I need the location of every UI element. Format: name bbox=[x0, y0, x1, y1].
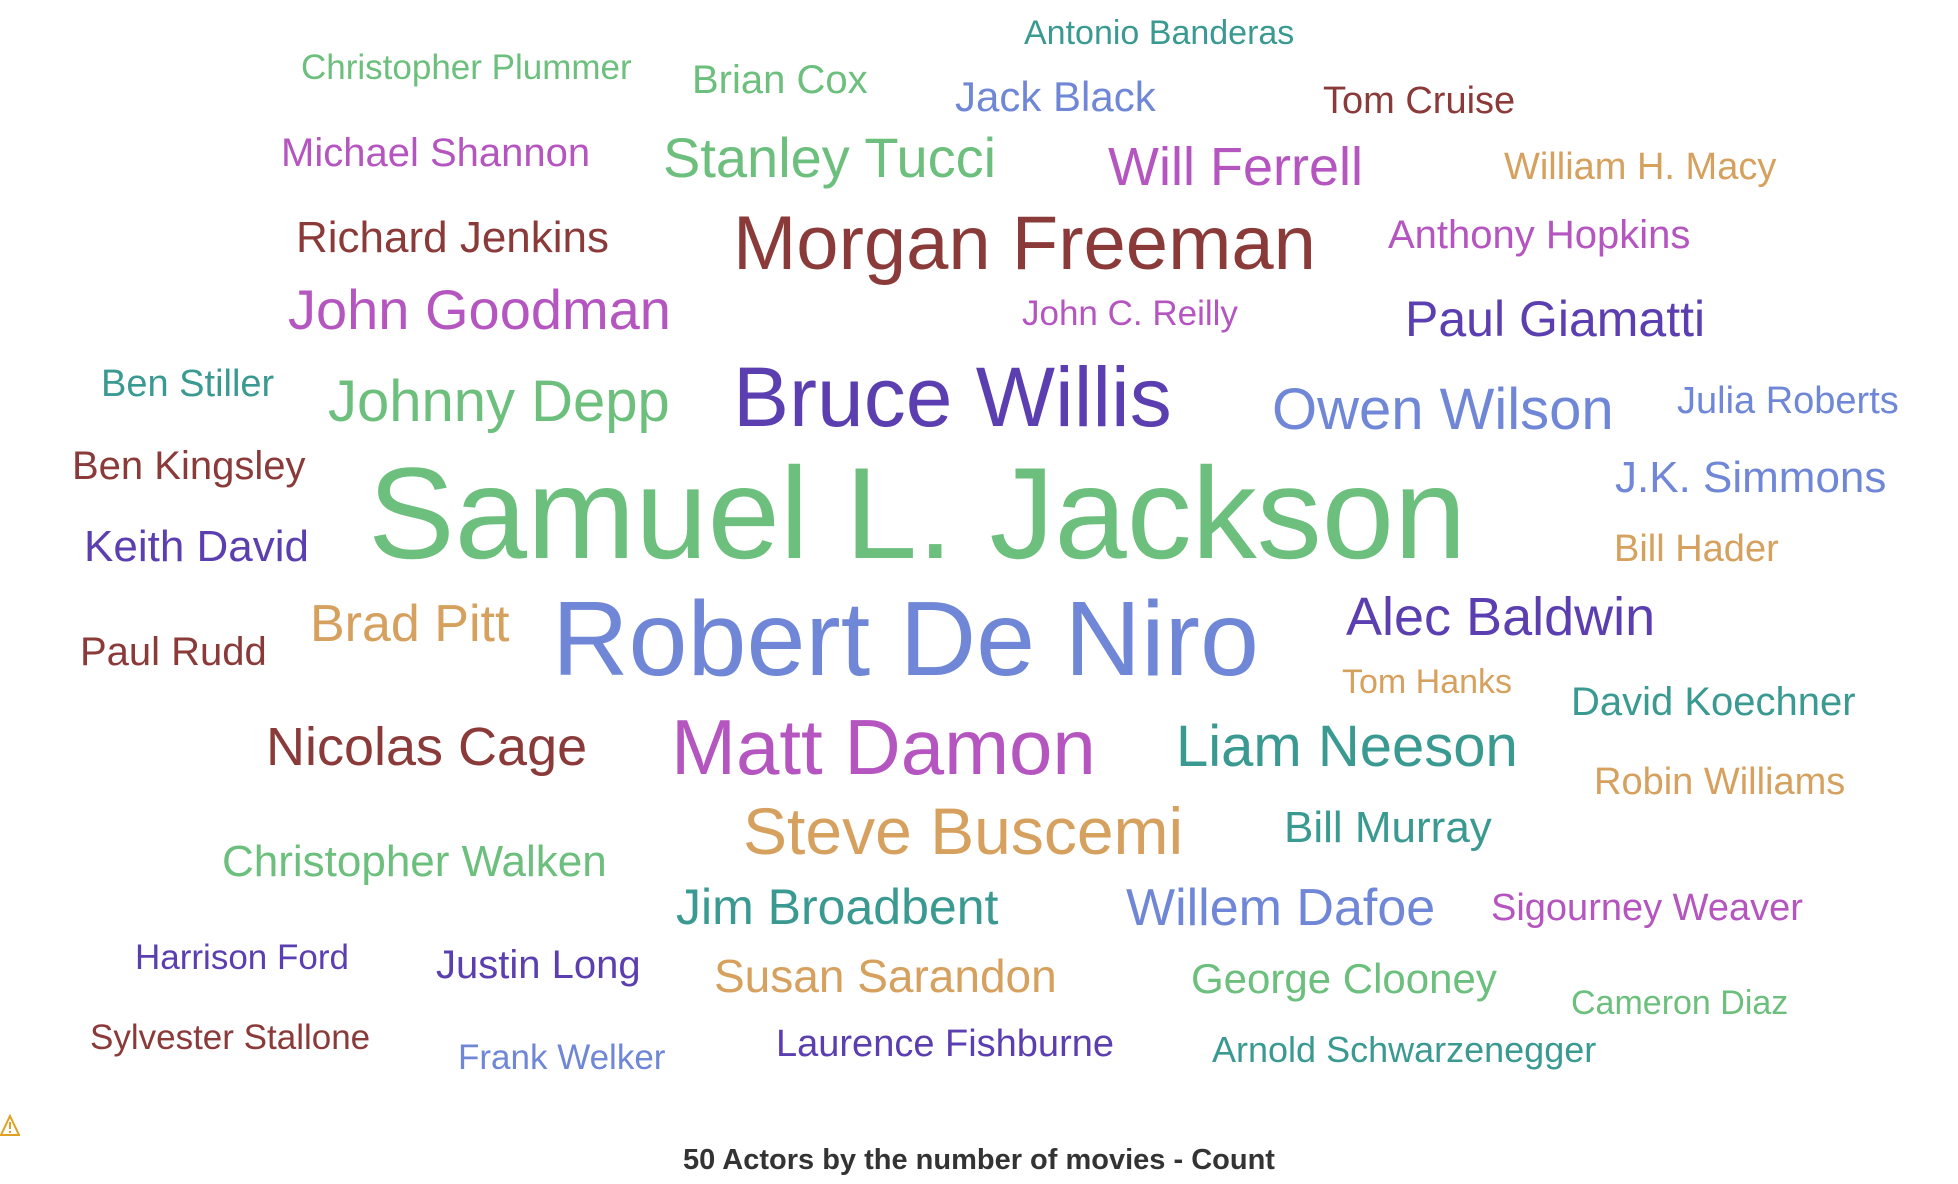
word-george-clooney: George Clooney bbox=[1191, 955, 1497, 1002]
word-sigourney-weaver: Sigourney Weaver bbox=[1491, 887, 1803, 929]
word-arnold-schwarzenegger: Arnold Schwarzenegger bbox=[1212, 1029, 1597, 1070]
word-christopher-walken: Christopher Walken bbox=[222, 837, 607, 886]
word-bruce-willis: Bruce Willis bbox=[733, 350, 1172, 444]
word-brad-pitt: Brad Pitt bbox=[310, 595, 510, 653]
word-michael-shannon: Michael Shannon bbox=[281, 131, 591, 175]
word-steve-buscemi: Steve Buscemi bbox=[743, 794, 1184, 868]
word-bill-hader: Bill Hader bbox=[1614, 528, 1779, 570]
word-will-ferrell: Will Ferrell bbox=[1108, 137, 1363, 197]
word-christopher-plummer: Christopher Plummer bbox=[301, 48, 632, 87]
word-william-h-macy: William H. Macy bbox=[1504, 146, 1777, 188]
word-matt-damon: Matt Damon bbox=[671, 703, 1096, 791]
word-robin-williams: Robin Williams bbox=[1594, 761, 1846, 803]
word-ben-stiller: Ben Stiller bbox=[101, 363, 275, 405]
word-antonio-banderas: Antonio Banderas bbox=[1024, 14, 1295, 52]
word-bill-murray: Bill Murray bbox=[1284, 803, 1492, 852]
word-liam-neeson: Liam Neeson bbox=[1176, 714, 1518, 779]
word-morgan-freeman: Morgan Freeman bbox=[733, 201, 1316, 286]
word-cameron-diaz: Cameron Diaz bbox=[1571, 984, 1789, 1022]
word-john-c-reilly: John C. Reilly bbox=[1022, 294, 1238, 333]
word-willem-dafoe: Willem Dafoe bbox=[1126, 879, 1436, 937]
word-jack-black: Jack Black bbox=[955, 73, 1156, 120]
word-frank-welker: Frank Welker bbox=[458, 1038, 666, 1077]
word-johnny-depp: Johnny Depp bbox=[328, 369, 670, 434]
word-j-k-simmons: J.K. Simmons bbox=[1615, 453, 1887, 502]
word-nicolas-cage: Nicolas Cage bbox=[266, 717, 588, 777]
word-robert-de-niro: Robert De Niro bbox=[552, 580, 1259, 698]
word-john-goodman: John Goodman bbox=[288, 278, 671, 341]
word-paul-giamatti: Paul Giamatti bbox=[1405, 291, 1706, 347]
word-tom-hanks: Tom Hanks bbox=[1342, 663, 1513, 701]
word-sylvester-stallone: Sylvester Stallone bbox=[90, 1018, 371, 1057]
word-laurence-fishburne: Laurence Fishburne bbox=[776, 1023, 1114, 1065]
word-brian-cox: Brian Cox bbox=[692, 58, 868, 102]
word-owen-wilson: Owen Wilson bbox=[1272, 377, 1614, 442]
warning-icon-glyph bbox=[0, 1113, 21, 1136]
word-justin-long: Justin Long bbox=[436, 943, 641, 987]
warning-icon[interactable] bbox=[0, 1113, 21, 1143]
word-david-koechner: David Koechner bbox=[1571, 680, 1856, 724]
word-samuel-l-jackson: Samuel L. Jackson bbox=[368, 440, 1467, 586]
word-alec-baldwin: Alec Baldwin bbox=[1346, 587, 1656, 647]
word-julia-roberts: Julia Roberts bbox=[1677, 380, 1899, 422]
chart-title: 50 Actors by the number of movies - Coun… bbox=[683, 1144, 1275, 1176]
word-harrison-ford: Harrison Ford bbox=[135, 938, 349, 977]
word-paul-rudd: Paul Rudd bbox=[80, 630, 267, 674]
word-keith-david: Keith David bbox=[84, 522, 310, 571]
word-jim-broadbent: Jim Broadbent bbox=[676, 879, 999, 935]
word-stanley-tucci: Stanley Tucci bbox=[663, 126, 997, 189]
word-tom-cruise: Tom Cruise bbox=[1323, 80, 1516, 122]
word-susan-sarandon: Susan Sarandon bbox=[714, 950, 1057, 1002]
word-richard-jenkins: Richard Jenkins bbox=[296, 213, 610, 262]
word-anthony-hopkins: Anthony Hopkins bbox=[1388, 213, 1691, 257]
word-ben-kingsley: Ben Kingsley bbox=[72, 444, 306, 488]
